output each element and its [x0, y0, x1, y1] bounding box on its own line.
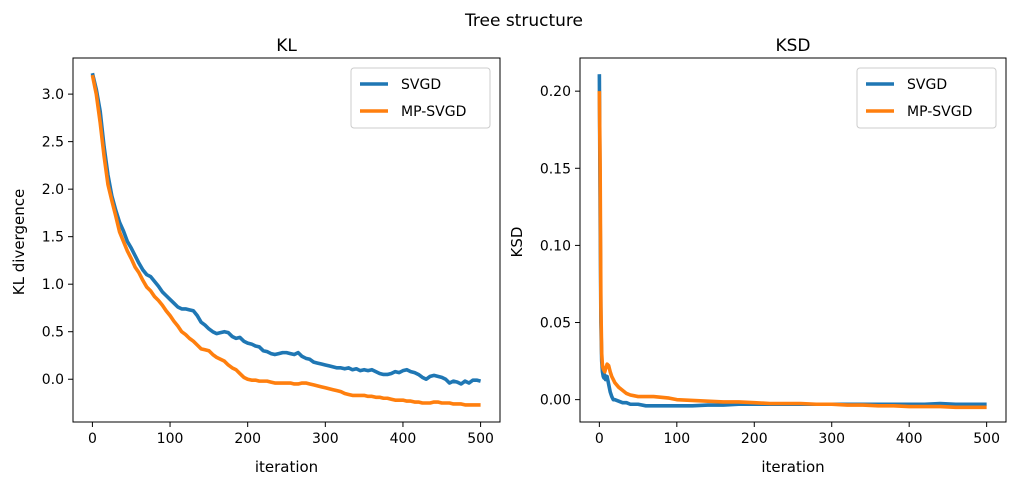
- ksd-panel: KSD iteration KSD 0 100 200 300 400 500 0.00 0.…: [508, 36, 1007, 476]
- kl-panel: KL iteration KL divergence 0 100 200 300 400…: [10, 36, 501, 476]
- ksd-ylabel: KSD: [508, 227, 526, 258]
- kl-x-tick-label: 0: [88, 431, 97, 447]
- ksd-axes-frame: [579, 57, 1007, 423]
- ksd-title: KSD: [775, 36, 810, 56]
- kl-series-line-svgd: [90, 72, 482, 386]
- ksd-plot-area: [597, 74, 987, 410]
- kl-series-line-mp-svgd: [90, 74, 481, 407]
- kl-legend: SVGD MP-SVGD: [350, 67, 491, 129]
- kl-xlabel: iteration: [255, 458, 318, 476]
- kl-axes-frame: [72, 57, 501, 423]
- ksd-x-tick-label: 200: [741, 431, 768, 447]
- kl-ylabel: KL divergence: [10, 189, 28, 295]
- kl-x-tick-label: 100: [157, 431, 184, 447]
- ksd-series-line-mp-svgd: [597, 91, 987, 410]
- ksd-legend-label-mp-svgd: MP-SVGD: [907, 104, 972, 120]
- kl-y-tick-label: 1.0: [42, 277, 64, 293]
- ksd-x-tick-label: 0: [595, 431, 604, 447]
- ksd-xlabel: iteration: [761, 458, 824, 476]
- kl-legend-label-mp-svgd: MP-SVGD: [401, 104, 466, 120]
- kl-y-tick-label: 3.0: [42, 87, 64, 103]
- kl-x-tick-label: 400: [390, 431, 417, 447]
- ksd-y-tick-label: 0.10: [540, 238, 571, 254]
- kl-y-tick-label: 0.0: [42, 372, 64, 388]
- ksd-x-tick-label: 300: [818, 431, 845, 447]
- kl-legend-label-svgd: SVGD: [401, 77, 441, 93]
- ksd-y-tick-label: 0.00: [540, 393, 571, 409]
- kl-x-tick-label: 500: [467, 431, 494, 447]
- ksd-x-tick-label: 100: [663, 431, 690, 447]
- kl-plot-area: [90, 72, 482, 407]
- kl-x-tick-label: 300: [312, 431, 339, 447]
- ksd-x-tick-label: 400: [896, 431, 923, 447]
- kl-x-tick-label: 200: [234, 431, 261, 447]
- ksd-y-tick-label: 0.20: [540, 84, 571, 100]
- ksd-y-tick-label: 0.15: [540, 161, 571, 177]
- kl-y-tick-label: 2.0: [42, 182, 64, 198]
- ksd-legend: SVGD MP-SVGD: [856, 67, 997, 129]
- kl-title: KL: [276, 36, 297, 56]
- ksd-y-tick-label: 0.05: [540, 316, 571, 332]
- kl-y-tick-label: 2.5: [42, 135, 64, 151]
- kl-y-tick-label: 0.5: [42, 325, 64, 341]
- ksd-legend-label-svgd: SVGD: [907, 77, 947, 93]
- figure-suptitle: Tree structure: [464, 11, 583, 31]
- ksd-x-tick-label: 500: [973, 431, 1000, 447]
- kl-y-tick-label: 1.5: [42, 230, 64, 246]
